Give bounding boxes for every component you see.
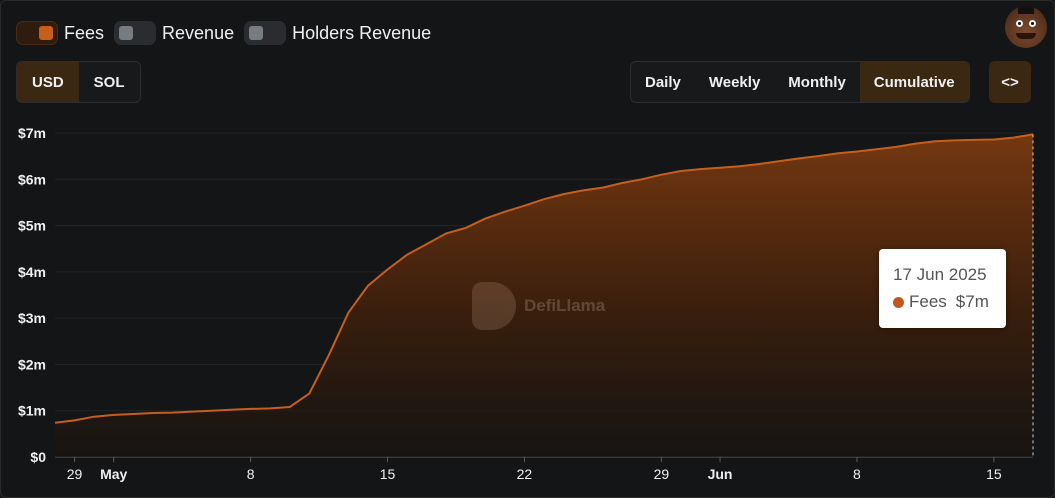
currency-usd-button[interactable]: USD: [17, 62, 79, 102]
toggle-knob: [249, 26, 264, 40]
currency-sol-button[interactable]: SOL: [93, 73, 125, 91]
mouth: [1016, 33, 1036, 39]
legend-item-holders-revenue[interactable]: Holders Revenue: [244, 21, 431, 45]
series-dot-icon: [893, 296, 904, 308]
currency-toggle: USD SOL: [16, 61, 141, 103]
y-tick-label: $5m: [18, 218, 46, 234]
y-tick-label: $3m: [18, 310, 46, 326]
pupil: [1018, 22, 1021, 25]
x-tick-label: 29: [654, 466, 670, 482]
holders-revenue-toggle[interactable]: [244, 21, 287, 45]
defillama-logo-icon: [472, 282, 516, 330]
watermark-text: DefiLlama: [524, 296, 606, 315]
legend-label: Revenue: [162, 22, 235, 43]
x-tick-label: 29: [67, 466, 83, 482]
legend-label: Holders Revenue: [292, 22, 432, 43]
y-tick-label: $4m: [18, 264, 46, 280]
period-daily-button[interactable]: Daily: [645, 73, 681, 91]
period-monthly-button[interactable]: Monthly: [788, 73, 846, 91]
defillama-watermark: DefiLlama: [472, 282, 605, 330]
tooltip-value: $7m: [955, 292, 989, 311]
y-tick-label: $2m: [18, 356, 46, 372]
period-cumulative-button[interactable]: Cumulative: [859, 62, 969, 102]
embed-code-button[interactable]: <>: [989, 61, 1031, 103]
legend-item-revenue[interactable]: Revenue: [114, 21, 234, 45]
revenue-toggle[interactable]: [114, 21, 157, 45]
x-tick-label: 22: [517, 466, 533, 482]
pupil: [1031, 22, 1034, 25]
x-tick-label: 8: [853, 466, 861, 482]
fees-toggle[interactable]: [16, 21, 58, 45]
toggle-knob: [39, 26, 53, 40]
legend: Fees Revenue Holders Revenue: [16, 21, 431, 45]
tooltip-row: Fees $7m: [893, 292, 989, 312]
y-tick-label: $0: [30, 449, 46, 465]
hat-shape: [1018, 6, 1034, 14]
protocol-logo-icon: [1005, 6, 1047, 48]
y-tick-label: $7m: [18, 125, 46, 141]
fees-series-line: [54, 133, 1034, 424]
y-tick-label: $1m: [18, 403, 46, 419]
x-tick-label: May: [100, 466, 127, 482]
y-tick-label: $6m: [18, 171, 46, 187]
toggle-knob: [119, 26, 134, 40]
x-tick-label: Jun: [708, 466, 733, 482]
x-axis-ticks: 29 May 8 15 22 29 Jun 8 15: [55, 456, 1033, 482]
tooltip-date: 17 Jun 2025: [893, 265, 987, 284]
x-tick-label: 8: [247, 466, 255, 482]
legend-label: Fees: [64, 22, 105, 43]
x-tick-label: 15: [986, 466, 1002, 482]
chart-tooltip: 17 Jun 2025 Fees $7m: [879, 249, 1006, 328]
left-eye: [1016, 20, 1023, 27]
legend-item-fees[interactable]: Fees: [16, 21, 104, 45]
tooltip-series: Fees: [909, 292, 947, 311]
right-eye: [1029, 20, 1036, 27]
period-toggle: Daily Weekly Monthly Cumulative: [630, 61, 970, 103]
period-weekly-button[interactable]: Weekly: [708, 73, 761, 91]
y-axis-ticks: $0 $1m $2m $3m $4m $5m $6m $7m: [18, 125, 46, 465]
fees-area-fill: [55, 134, 1033, 457]
x-tick-label: 15: [380, 466, 396, 482]
